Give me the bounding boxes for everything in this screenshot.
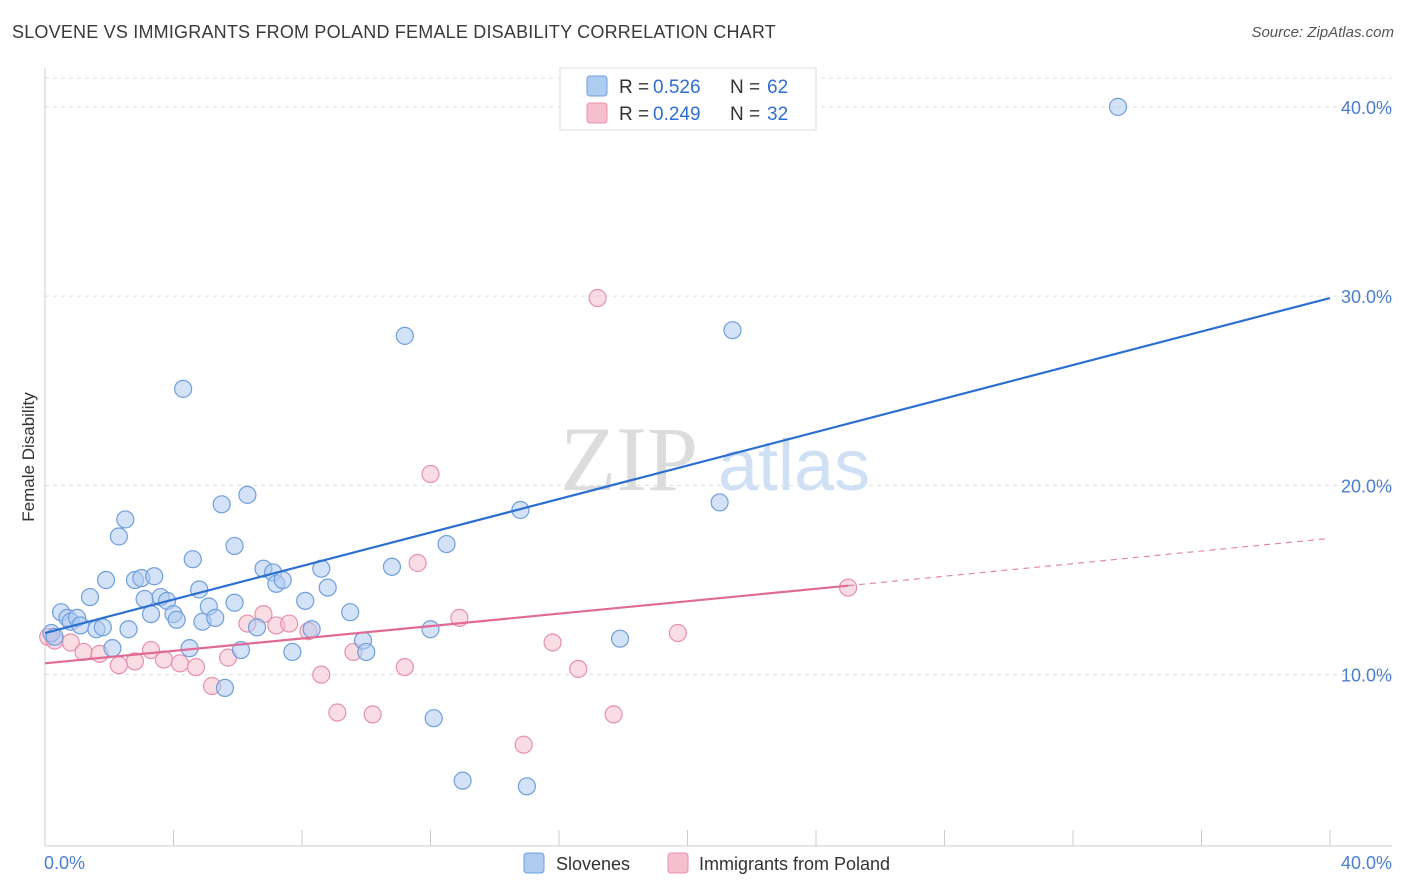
watermark-zip: ZIP [560,408,698,510]
legend-n-value-1: 62 [767,77,788,98]
data-point [154,650,173,669]
data-point [569,659,588,679]
trend-line-slovenes [44,296,1331,635]
watermark: ZIP atlas [560,408,870,510]
data-point [296,591,315,610]
data-point [212,495,231,514]
data-point [395,326,414,345]
legend-r-label-1: R = [619,77,649,98]
data-point [74,642,93,662]
data-point [145,567,164,586]
data-point [238,485,257,504]
chart-source: Source: ZipAtlas.com [1251,24,1394,41]
data-point [183,550,202,569]
legend-swatch-poland [586,102,608,124]
y-axis-title: Female Disability [19,392,38,522]
y-tick-label: 10.0% [1341,666,1392,686]
y-tick-label: 40.0% [1341,98,1392,118]
x-tick-label-max: 40.0% [1341,853,1392,873]
data-point [170,654,190,673]
trend-line-poland-extension [848,537,1331,587]
data-point [437,534,456,554]
data-point [588,288,607,308]
data-point [421,464,440,484]
data-point [96,570,116,590]
legend-swatch-slovenes [586,75,608,97]
data-point [280,614,299,633]
y-tick-labels: 10.0% 20.0% 30.0% 40.0% [1341,98,1392,686]
watermark-atlas: atlas [718,426,870,506]
legend-box: R = 0.526 N = 62 R = 0.249 N = 32 [559,67,817,131]
chart-title: SLOVENE VS IMMIGRANTS FROM POLAND FEMALE… [12,22,776,42]
trend-line-poland [44,584,849,665]
bottom-legend-swatch-poland [667,852,689,874]
data-point [517,777,536,796]
bottom-legend: Slovenes Immigrants from Poland [523,852,890,874]
data-point [610,629,630,648]
series-slovenes [42,97,1128,796]
data-point [141,604,161,624]
data-point [408,553,427,573]
y-tick-label: 20.0% [1341,476,1392,496]
legend-n-label-2: N = [730,104,760,125]
data-point [710,493,729,512]
data-point [174,379,193,398]
data-point [363,705,382,724]
data-point [61,633,80,652]
y-tick-label: 30.0% [1341,287,1392,307]
data-point [668,623,687,643]
data-point [318,578,337,597]
data-point [225,593,244,612]
x-tick-label-min: 0.0% [44,853,85,873]
data-point [206,608,225,627]
legend-r-value-2: 0.249 [653,104,701,125]
data-point [109,527,128,546]
bottom-legend-label-slovenes: Slovenes [556,854,630,874]
legend-r-value-1: 0.526 [653,77,701,98]
data-point [604,705,623,724]
bottom-legend-label-poland: Immigrants from Poland [699,854,890,874]
data-point [421,620,440,639]
series-immigrants-from-poland [39,288,858,754]
data-point [341,603,360,622]
data-point [514,735,533,754]
legend-n-label-1: N = [730,77,760,98]
trend-lines [44,296,1331,665]
data-point [119,620,138,639]
data-point [273,570,292,590]
data-point [186,657,206,677]
data-point [453,771,472,790]
data-point [283,642,302,662]
axes [44,68,1392,847]
data-point [225,536,244,556]
data-point [103,639,122,658]
data-point [1108,97,1128,116]
grid [45,77,1392,676]
data-point [723,321,742,340]
data-point [167,610,186,629]
data-point [328,703,347,722]
data-point [357,642,376,662]
data-point [125,652,145,671]
legend-n-value-2: 32 [767,104,788,125]
bottom-legend-swatch-slovenes [523,852,545,874]
data-point [395,657,414,677]
data-point [382,557,402,576]
data-point [80,587,100,607]
data-point [109,656,128,675]
data-point [424,709,443,728]
data-point [247,618,267,637]
data-point [302,620,321,639]
data-point [839,578,858,597]
data-point [215,678,234,698]
legend-r-label-2: R = [619,104,649,125]
data-point [543,633,562,652]
data-point [312,665,331,684]
data-point [116,510,135,529]
data-point [93,618,112,637]
